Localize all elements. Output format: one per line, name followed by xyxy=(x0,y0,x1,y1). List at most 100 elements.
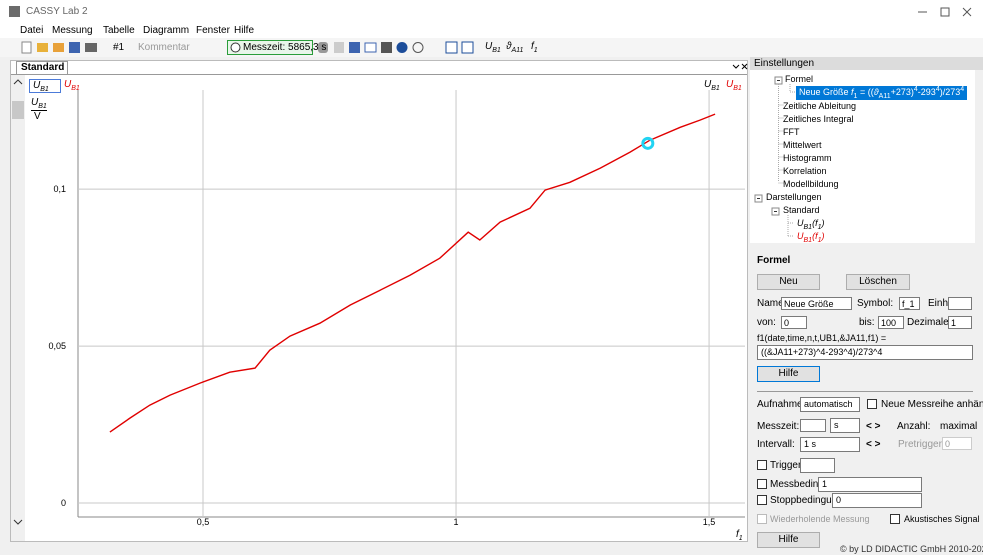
pane-menu-icon[interactable] xyxy=(732,64,740,69)
field-label: Einheit: xyxy=(928,298,962,309)
menu-item[interactable]: Diagramm xyxy=(143,25,190,36)
checkbox xyxy=(757,514,767,524)
left-scrollbar[interactable] xyxy=(11,75,25,541)
chart: 0 0,05 0,1 0,5 1 1,5 xyxy=(13,63,748,527)
tree-node[interactable]: Korrelation xyxy=(783,166,827,176)
checkbox[interactable] xyxy=(867,399,877,409)
settings-header xyxy=(750,57,983,70)
field-label: Intervall: xyxy=(757,439,795,450)
field-label: Name: xyxy=(757,298,787,309)
delete-button[interactable]: Löschen xyxy=(846,274,910,290)
legend-entry: UB1 xyxy=(704,79,720,92)
condition-input[interactable]: 1 xyxy=(818,477,922,492)
field-label: Symbol: xyxy=(857,298,894,309)
tree-node[interactable]: UB1(f1) xyxy=(797,231,825,244)
app-icon xyxy=(9,6,20,17)
field-label: Pretrigger: xyxy=(898,439,945,450)
from-input[interactable]: 0 xyxy=(781,316,807,329)
checkbox[interactable] xyxy=(757,495,767,505)
checkbox-label: Neue Messreihe anhängen xyxy=(881,399,983,410)
symbol-input[interactable]: f_1 xyxy=(899,297,920,310)
menu-item[interactable]: Datei xyxy=(20,25,44,36)
checkbox-label: Stoppbedingung: xyxy=(770,495,846,506)
time-unit-select[interactable]: s xyxy=(830,418,860,433)
footer: © by LD DIDACTIC GmbH 2010-2020 xyxy=(840,544,983,554)
tree-node[interactable]: Zeitliches Integral xyxy=(783,114,854,124)
channel-button[interactable]: f1 xyxy=(531,41,538,54)
cursor-marker xyxy=(641,136,655,150)
chart-pane xyxy=(10,60,748,542)
tree-node-selected[interactable]: Neue Größe f1 = ((ϑA11+273)4-2934)/2734 xyxy=(796,86,968,100)
pretrigger-input: 0 xyxy=(942,437,972,450)
toolbar-icons xyxy=(21,41,474,54)
tree-node[interactable]: Darstellungen xyxy=(766,192,822,202)
y-tick-label: 0,05 xyxy=(48,341,66,351)
checkbox[interactable] xyxy=(757,460,767,470)
tree-scrollbar[interactable] xyxy=(975,70,983,243)
tree-node[interactable]: Modellbildung xyxy=(783,179,839,189)
scroll-thumb[interactable] xyxy=(12,101,24,119)
scroll-down[interactable] xyxy=(13,519,23,525)
scroll-up[interactable] xyxy=(13,79,23,85)
tree-node[interactable]: UB1(f1) xyxy=(797,218,825,231)
decimals-input[interactable]: 1 xyxy=(948,316,972,329)
field-label: Messzeit: xyxy=(757,421,800,432)
legend-entry[interactable]: UB1 xyxy=(64,79,80,92)
recording-select[interactable]: automatisch xyxy=(800,397,860,412)
unit-input[interactable] xyxy=(948,297,972,310)
x-axis-label: f1 xyxy=(736,529,743,542)
legend-entry: UB1 xyxy=(726,79,742,92)
menu-item[interactable]: Fenster xyxy=(196,25,230,36)
series-selector[interactable]: #1 xyxy=(113,42,125,53)
panel-heading: Formel xyxy=(757,255,791,266)
tree-node[interactable]: FFT xyxy=(783,127,800,137)
checkbox-label: Trigger: xyxy=(770,460,805,471)
tree-lines xyxy=(754,76,796,237)
field-label: Aufnahme: xyxy=(757,399,806,410)
time-input[interactable] xyxy=(800,419,826,432)
tab[interactable]: Standard xyxy=(16,61,68,74)
window-title: CASSY Lab 2 xyxy=(26,6,88,17)
tree-node[interactable]: Mittelwert xyxy=(783,140,822,150)
channel-button[interactable]: ϑA11 xyxy=(506,41,524,54)
measuring-time: Messzeit: 5865,3 s xyxy=(243,42,327,53)
arrow-buttons[interactable]: < > xyxy=(866,439,881,450)
checkbox[interactable] xyxy=(890,514,900,524)
checkbox[interactable] xyxy=(757,479,767,489)
y-tick-label: 0 xyxy=(61,498,66,508)
field-label: Anzahl: xyxy=(897,421,931,432)
data-line xyxy=(109,113,716,433)
new-button[interactable]: Neu xyxy=(757,274,820,290)
legend-entry[interactable]: UB1 xyxy=(29,79,61,93)
field-label: von: xyxy=(757,317,776,328)
x-tick-label: 1,5 xyxy=(703,517,716,527)
measuring-time-button[interactable]: Messzeit: 5865,3 s xyxy=(227,40,326,55)
menu-item[interactable]: Hilfe xyxy=(234,25,255,36)
formula-input[interactable]: ((&JA11+273)^4-293^4)/273^4 xyxy=(757,345,973,360)
checkbox-label: Akustisches Signal xyxy=(904,514,980,524)
name-input[interactable]: Neue Größe xyxy=(781,297,852,310)
to-input[interactable]: 100 xyxy=(878,316,904,329)
arrow-buttons[interactable]: < > xyxy=(866,421,881,432)
tree-node[interactable]: Histogramm xyxy=(783,153,832,163)
stop-input[interactable]: 0 xyxy=(832,493,922,508)
menu-item[interactable]: Tabelle xyxy=(103,25,135,36)
y-tick-label: 0,1 xyxy=(53,184,66,194)
x-tick-label: 1 xyxy=(454,517,459,527)
menu-item[interactable]: Messung xyxy=(52,25,93,36)
help-button[interactable]: Hilfe xyxy=(757,532,820,548)
comment-field[interactable]: Kommentar xyxy=(138,42,190,53)
interval-select[interactable]: 1 s xyxy=(800,437,860,452)
tree-node[interactable]: Standard xyxy=(783,205,820,215)
trigger-select[interactable] xyxy=(800,458,835,473)
y-axis-unit: V xyxy=(34,111,41,122)
window-controls[interactable] xyxy=(900,0,983,24)
tree-node[interactable]: Formel xyxy=(785,74,814,84)
pane-close-icon[interactable] xyxy=(741,63,748,70)
channel-button[interactable]: UB1 xyxy=(485,41,501,54)
x-tick-label: 0,5 xyxy=(197,517,210,527)
help-button[interactable]: Hilfe xyxy=(757,366,820,382)
tree-node[interactable]: Zeitliche Ableitung xyxy=(783,101,857,111)
count-value: maximal xyxy=(940,421,978,432)
